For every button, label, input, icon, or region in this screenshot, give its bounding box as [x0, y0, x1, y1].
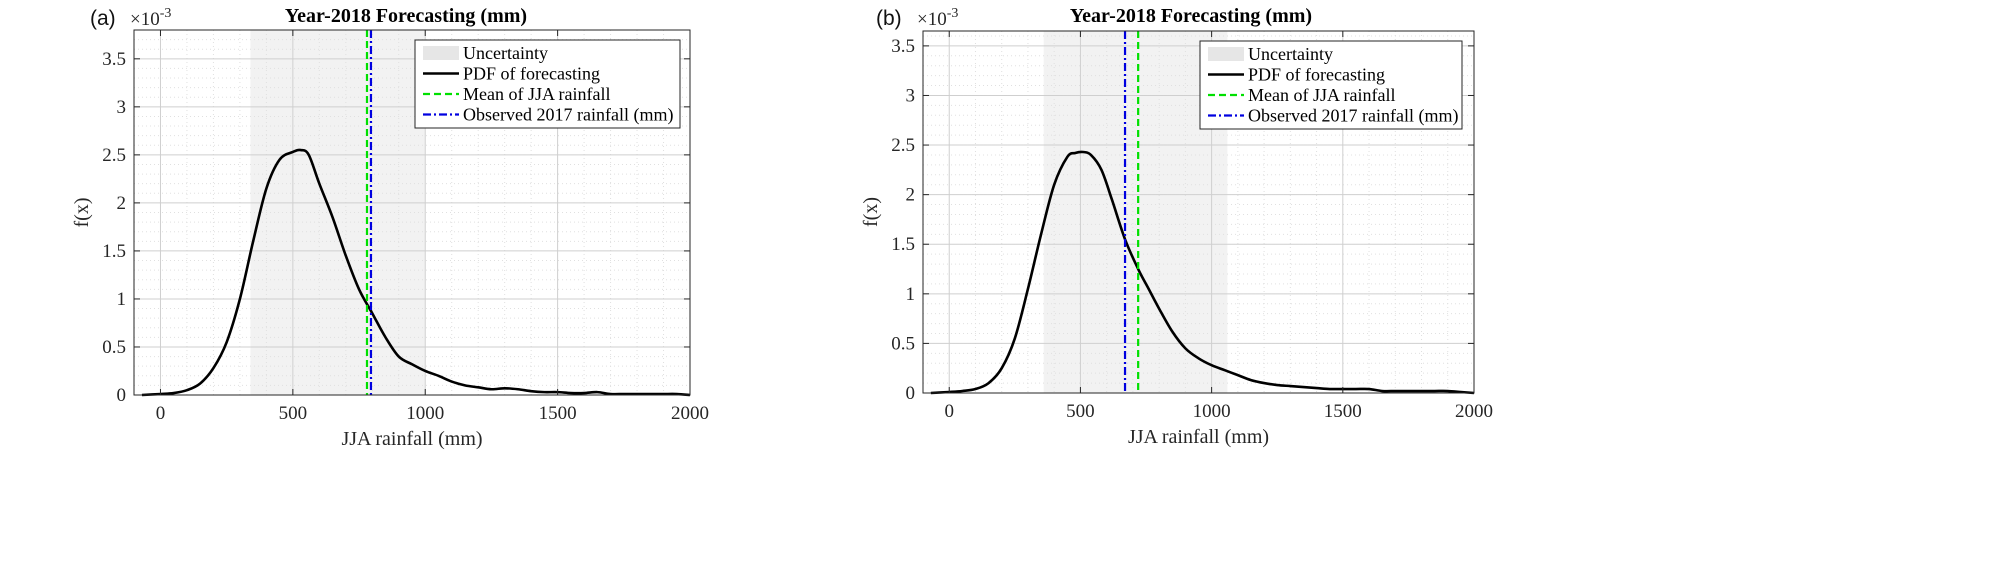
- chart-title: Year-2018 Forecasting (mm): [285, 5, 527, 27]
- pdf-forecast-line: [930, 150, 1475, 395]
- y-tick-label: 1: [906, 284, 916, 305]
- y-tick-label: 3: [117, 97, 127, 118]
- legend-swatch-uncertainty: [423, 46, 459, 60]
- panel-label: (b): [876, 7, 902, 30]
- x-tick-label: 0: [944, 401, 954, 422]
- x-tick-label: 1500: [1324, 401, 1362, 422]
- y-tick-label: 2: [906, 185, 916, 206]
- grid: [133, 30, 691, 396]
- legend-label: Uncertainty: [463, 43, 548, 63]
- y-tick-label: 3.5: [102, 49, 126, 70]
- legend-swatch-uncertainty: [1208, 47, 1244, 61]
- x-tick-label: 1000: [1193, 401, 1231, 422]
- y-exponent-label: ×10-3: [130, 6, 171, 30]
- legend-label: PDF of forecasting: [1248, 65, 1385, 85]
- axes-box: [133, 29, 691, 396]
- y-tick-label: 1.5: [102, 241, 126, 262]
- chart-title: Year-2018 Forecasting (mm): [1070, 5, 1312, 27]
- pdf-forecast-line: [141, 148, 691, 397]
- legend-label: Observed 2017 rainfall (mm): [1248, 106, 1458, 127]
- legend-label: Mean of JJA rainfall: [1248, 85, 1395, 105]
- y-axis-label: f(x): [71, 198, 93, 228]
- y-tick-label: 1.5: [891, 234, 915, 255]
- y-tick-label: 2.5: [891, 135, 915, 156]
- x-axis-label: JJA rainfall (mm): [341, 428, 482, 450]
- y-tick-label: 2: [117, 193, 127, 214]
- x-axis-label: JJA rainfall (mm): [1128, 426, 1269, 448]
- x-tick-label: 1000: [406, 403, 444, 424]
- panel-label: (a): [90, 7, 116, 30]
- x-tick-label: 1500: [539, 403, 577, 424]
- axes-box: [922, 30, 1475, 394]
- x-tick-label: 500: [1066, 401, 1095, 422]
- y-axis-label: f(x): [860, 197, 882, 227]
- x-tick-label: 0: [156, 403, 166, 424]
- y-exponent-label: ×10-3: [917, 6, 958, 30]
- legend-label: PDF of forecasting: [463, 64, 600, 84]
- uncertainty-band: [250, 30, 426, 395]
- y-tick-label: 2.5: [102, 145, 126, 166]
- legend-label: Mean of JJA rainfall: [463, 84, 610, 104]
- x-tick-label: 2000: [671, 403, 709, 424]
- y-tick-label: 0: [906, 383, 916, 404]
- legend-label: Uncertainty: [1248, 44, 1333, 64]
- y-tick-label: 0.5: [891, 333, 915, 354]
- legend-label: Observed 2017 rainfall (mm): [463, 105, 673, 126]
- y-tick-label: 0.5: [102, 337, 126, 358]
- y-tick-label: 1: [117, 289, 127, 310]
- chart-panel-b: 0 500 1000 1500 2000 0 0.5 1 1.5 2 2.5 3 3.5 JJA rain…: [860, 5, 1493, 448]
- y-tick-label: 3.5: [891, 36, 915, 57]
- chart-panel-a: 0 500 1000 1500 2000 0 0.5 1 1.5 2 2.5 3 3.5 JJA rain…: [71, 5, 709, 450]
- y-tick-label: 0: [117, 385, 127, 406]
- x-tick-label: 2000: [1455, 401, 1493, 422]
- uncertainty-band: [1043, 31, 1228, 393]
- y-tick-label: 3: [906, 85, 916, 106]
- x-tick-label: 500: [279, 403, 308, 424]
- legend-box: [414, 39, 681, 129]
